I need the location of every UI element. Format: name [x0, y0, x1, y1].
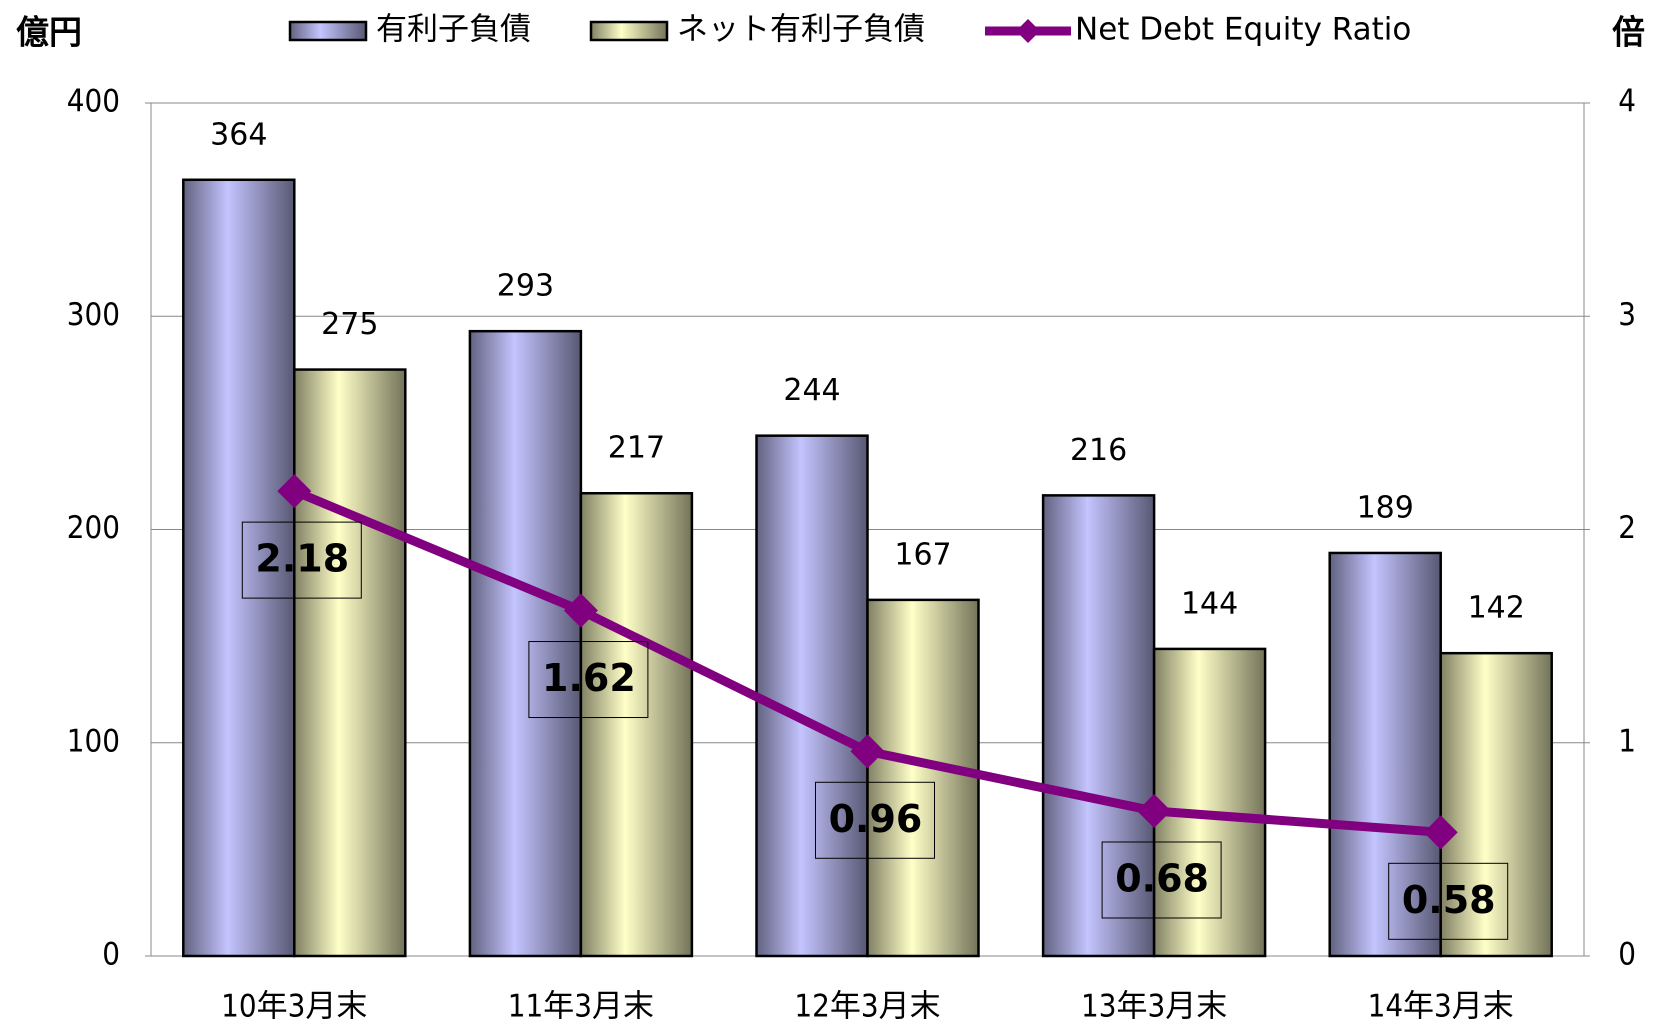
- y2-tick-label: 2: [1618, 510, 1636, 546]
- y2-axis-title: 倍: [1612, 13, 1645, 52]
- data-label-box: [1101, 841, 1222, 919]
- y2-tick-label: 3: [1618, 297, 1636, 333]
- bar: [755, 434, 869, 958]
- y-tick-label: 200: [67, 510, 120, 546]
- data-label-box: [241, 521, 362, 599]
- data-label: 217: [608, 431, 665, 466]
- legend-swatch: [589, 20, 669, 42]
- legend-label: Net Debt Equity Ratio: [1075, 12, 1411, 48]
- bar: [293, 368, 407, 958]
- legend-label: 有利子負債: [376, 12, 531, 48]
- bar: [866, 598, 980, 958]
- bar: [468, 329, 583, 958]
- bar: [182, 178, 296, 958]
- x-tick-label: 11年3月末: [508, 989, 654, 1025]
- line-marker: [1423, 815, 1458, 850]
- y2-tick-label: 0: [1618, 937, 1636, 973]
- data-label: 0.68: [1115, 856, 1209, 900]
- y-axis-title: 億円: [16, 13, 82, 52]
- data-label: 275: [321, 307, 378, 342]
- y-tick-label: 400: [67, 84, 120, 120]
- x-tick-label: 14年3月末: [1368, 989, 1514, 1025]
- bar: [1152, 647, 1267, 958]
- data-label: 293: [497, 269, 554, 304]
- data-label: 142: [1468, 591, 1525, 626]
- x-tick-label: 12年3月末: [794, 989, 940, 1025]
- data-label-box: [815, 781, 935, 859]
- data-label: 216: [1070, 433, 1127, 468]
- data-label: 189: [1357, 490, 1414, 525]
- bar: [1041, 494, 1156, 958]
- y-tick-label: 100: [67, 723, 120, 759]
- legend-swatch: [288, 20, 368, 42]
- data-label: 0.58: [1402, 878, 1496, 922]
- data-label: 0.96: [829, 797, 923, 841]
- data-label: 167: [894, 537, 951, 572]
- data-label: 244: [783, 373, 840, 408]
- line-marker: [277, 474, 312, 509]
- line-marker: [1137, 793, 1172, 828]
- legend-marker: [1016, 19, 1040, 43]
- data-label: 1.62: [542, 656, 636, 700]
- x-tick-label: 10年3月末: [221, 989, 367, 1025]
- line-marker: [850, 734, 885, 769]
- data-label: 364: [210, 117, 267, 152]
- data-label: 2.18: [255, 537, 349, 581]
- bar: [579, 491, 694, 958]
- line-marker: [563, 593, 598, 628]
- data-label: 144: [1181, 586, 1238, 621]
- bar: [1439, 651, 1553, 958]
- bar: [1328, 551, 1442, 958]
- y-tick-label: 0: [102, 937, 120, 973]
- y2-tick-label: 1: [1618, 723, 1636, 759]
- y2-tick-label: 4: [1618, 84, 1636, 120]
- y-tick-label: 300: [67, 297, 120, 333]
- data-label-box: [528, 641, 649, 719]
- legend-label: ネット有利子負債: [677, 12, 925, 48]
- x-tick-label: 13年3月末: [1081, 989, 1227, 1025]
- data-label-box: [1388, 862, 1509, 940]
